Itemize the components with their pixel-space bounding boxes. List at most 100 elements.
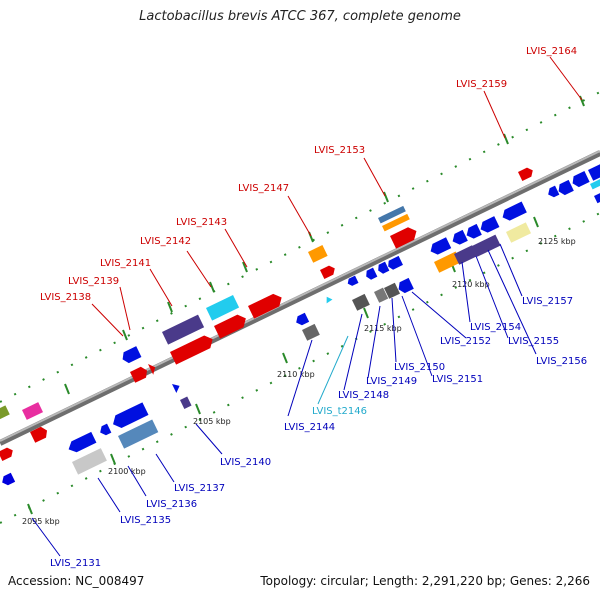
gene-label: LVIS_2147 bbox=[238, 183, 289, 194]
tick-mark bbox=[282, 352, 288, 364]
gene-block bbox=[22, 402, 43, 420]
gene-arrow bbox=[558, 179, 574, 196]
gene-arrow bbox=[113, 402, 149, 428]
gene-arrow bbox=[430, 237, 452, 255]
gene-label: LVIS_2164 bbox=[526, 46, 577, 57]
gene-arrow bbox=[148, 364, 156, 375]
gene-arrow bbox=[122, 346, 142, 364]
tick-mark bbox=[533, 216, 539, 228]
gene-arrow bbox=[30, 426, 48, 443]
gene-arrow bbox=[214, 314, 246, 339]
map-title: Lactobacillus brevis ATCC 367, complete … bbox=[139, 9, 461, 24]
gene-arrow bbox=[452, 229, 468, 245]
gene-block bbox=[352, 293, 370, 311]
gene-label: LVIS_2157 bbox=[522, 296, 573, 307]
tick-mark bbox=[209, 281, 215, 293]
top-gene-labels: LVIS_2138 LVIS_2139 LVIS_2141 LVIS_2142 … bbox=[40, 46, 577, 303]
backbone bbox=[0, 150, 600, 446]
gene-label: LVIS_2150 bbox=[394, 362, 445, 373]
gene-block bbox=[588, 163, 600, 181]
gene-arrow bbox=[366, 267, 378, 280]
gene-block bbox=[180, 396, 192, 410]
tick-label: 2100 kbp bbox=[108, 467, 146, 476]
tick-mark bbox=[242, 261, 248, 273]
gene-arrow bbox=[248, 293, 282, 319]
gene-arrow bbox=[68, 431, 97, 453]
gene-arrow bbox=[347, 275, 359, 286]
gene-label: LVIS_2138 bbox=[40, 292, 91, 303]
gene-block bbox=[0, 405, 10, 421]
gene-label: LVIS_2143 bbox=[176, 217, 227, 228]
gene-block bbox=[384, 282, 401, 299]
gene-block bbox=[206, 294, 240, 321]
gene-label: LVIS_2136 bbox=[146, 499, 197, 510]
gene-block bbox=[378, 205, 406, 224]
gene-label: LVIS_2135 bbox=[120, 515, 171, 526]
tick-label: 2125 kbp bbox=[538, 237, 576, 246]
tick-label: 2105 kbp bbox=[193, 417, 231, 426]
gene-block bbox=[590, 177, 600, 190]
gene-arrow bbox=[390, 227, 417, 249]
gene-block bbox=[594, 191, 600, 204]
gene-arrow bbox=[0, 447, 13, 462]
tick-mark bbox=[195, 403, 201, 415]
gene-block bbox=[308, 245, 328, 263]
gene-arrow bbox=[518, 167, 533, 182]
gene-label: LVIS_2149 bbox=[366, 376, 417, 387]
gene-arrow bbox=[172, 384, 180, 394]
gene-arrow bbox=[100, 423, 112, 436]
dotted-guides bbox=[0, 91, 600, 524]
tick-mark bbox=[110, 453, 116, 465]
gene-block bbox=[472, 234, 501, 257]
gene-label: LVIS_2155 bbox=[508, 336, 559, 347]
tick-label: 2115 kbp bbox=[364, 324, 402, 333]
bottom-gene-labels: LVIS_2131 LVIS_2135 LVIS_2136 LVIS_2137 … bbox=[50, 296, 587, 569]
gene-label: LVIS_2154 bbox=[470, 322, 521, 333]
gene-label: LVIS_2141 bbox=[100, 258, 151, 269]
gene-label: LVIS_2140 bbox=[220, 457, 271, 468]
gene-arrow bbox=[572, 171, 590, 188]
gene-arrow bbox=[398, 277, 414, 294]
gene-arrow bbox=[326, 296, 333, 304]
gene-arrow bbox=[320, 265, 335, 280]
gene-arrow bbox=[502, 201, 527, 221]
gene-block bbox=[162, 314, 205, 345]
gene-arrow bbox=[296, 312, 310, 326]
gene-arrow bbox=[480, 216, 500, 233]
gene-label: LVIS_2159 bbox=[456, 79, 507, 90]
gene-label: LVIS_2131 bbox=[50, 558, 101, 569]
gene-label: LVIS_2151 bbox=[432, 374, 483, 385]
scale-ticks bbox=[27, 95, 585, 515]
gene-arrow bbox=[388, 255, 403, 270]
gene-label: LVIS_2144 bbox=[284, 422, 335, 433]
gene-label: LVIS_2137 bbox=[174, 483, 225, 494]
gene-label: LVIS_2139 bbox=[68, 276, 119, 287]
gene-block bbox=[302, 323, 320, 341]
gene-block bbox=[117, 419, 159, 449]
tick-mark bbox=[167, 301, 173, 313]
gene-features bbox=[0, 163, 600, 486]
gene-arrow bbox=[548, 185, 560, 198]
gene-block bbox=[434, 251, 461, 273]
tick-label: 2110 kbp bbox=[277, 370, 315, 379]
tick-mark bbox=[363, 307, 369, 319]
gene-label: LVIS_2142 bbox=[140, 236, 191, 247]
gene-arrow bbox=[130, 366, 148, 383]
gene-arrow bbox=[170, 335, 213, 365]
topology-text: Topology: circular; Length: 2,291,220 bp… bbox=[260, 574, 590, 588]
gene-label: LVIS_2153 bbox=[314, 145, 365, 156]
gene-block bbox=[374, 287, 389, 303]
accession-text: Accession: NC_008497 bbox=[8, 574, 145, 588]
gene-label: LVIS_t2146 bbox=[312, 406, 367, 417]
gene-label: LVIS_2152 bbox=[440, 336, 491, 347]
tick-mark bbox=[27, 503, 33, 515]
gene-label: LVIS_2148 bbox=[338, 390, 389, 401]
tick-mark bbox=[503, 133, 509, 145]
gene-arrow bbox=[378, 261, 390, 274]
gene-block bbox=[382, 213, 410, 232]
tick-mark bbox=[122, 329, 128, 341]
tick-mark bbox=[383, 191, 389, 203]
gene-block bbox=[72, 448, 107, 475]
gene-block bbox=[505, 222, 532, 243]
